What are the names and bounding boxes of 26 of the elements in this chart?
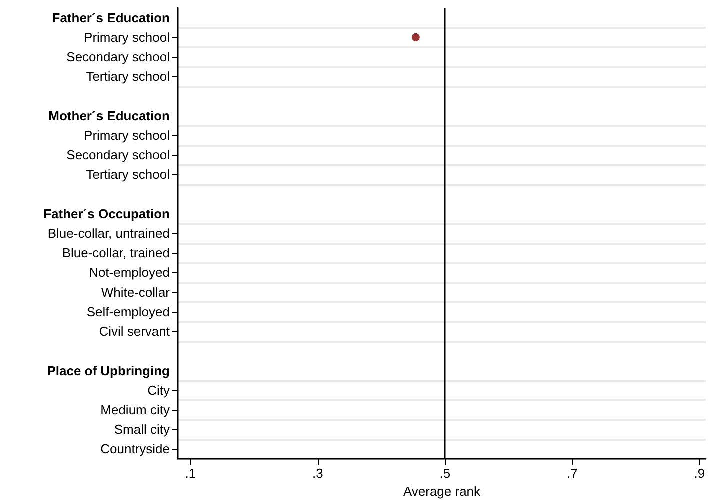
x-tick-label: .5: [440, 466, 451, 481]
y-tick-label: Secondary school: [66, 148, 170, 163]
x-tick-label: .9: [694, 466, 706, 481]
y-tick-label: Small city: [114, 422, 170, 438]
y-tick-label: Civil servant: [99, 324, 170, 340]
y-tick-label: Self-employed: [86, 304, 170, 320]
y-tick-label: Mother´s Education: [48, 108, 170, 124]
y-tick-label: Blue-collar, trained: [62, 246, 170, 261]
y-tick-label: Father´s Occupation: [44, 206, 170, 222]
x-tick-label: .3: [312, 466, 324, 481]
y-tick-label: Blue-collar, untrained: [48, 226, 170, 241]
y-tick-label: Countryside: [100, 442, 170, 457]
y-tick-label: Primary school: [84, 30, 170, 45]
y-tick-label: Father´s Education: [52, 10, 170, 26]
y-tick-label: Secondary school: [66, 50, 170, 65]
y-tick-label: Tertiary school: [86, 167, 170, 182]
y-tick-label: White-collar: [101, 284, 171, 300]
y-tick-label: City: [148, 382, 170, 398]
y-tick-label: Medium city: [100, 402, 170, 418]
y-tick-label: Place of Upbringing: [47, 363, 170, 378]
y-tick-label: Primary school: [84, 128, 170, 143]
x-tick-label: .1: [185, 466, 196, 481]
x-tick-label: .7: [566, 466, 578, 481]
x-axis-title: Average rank: [403, 484, 482, 499]
y-tick-label: Tertiary school: [86, 69, 170, 84]
y-tick-label: Not-employed: [89, 265, 170, 280]
